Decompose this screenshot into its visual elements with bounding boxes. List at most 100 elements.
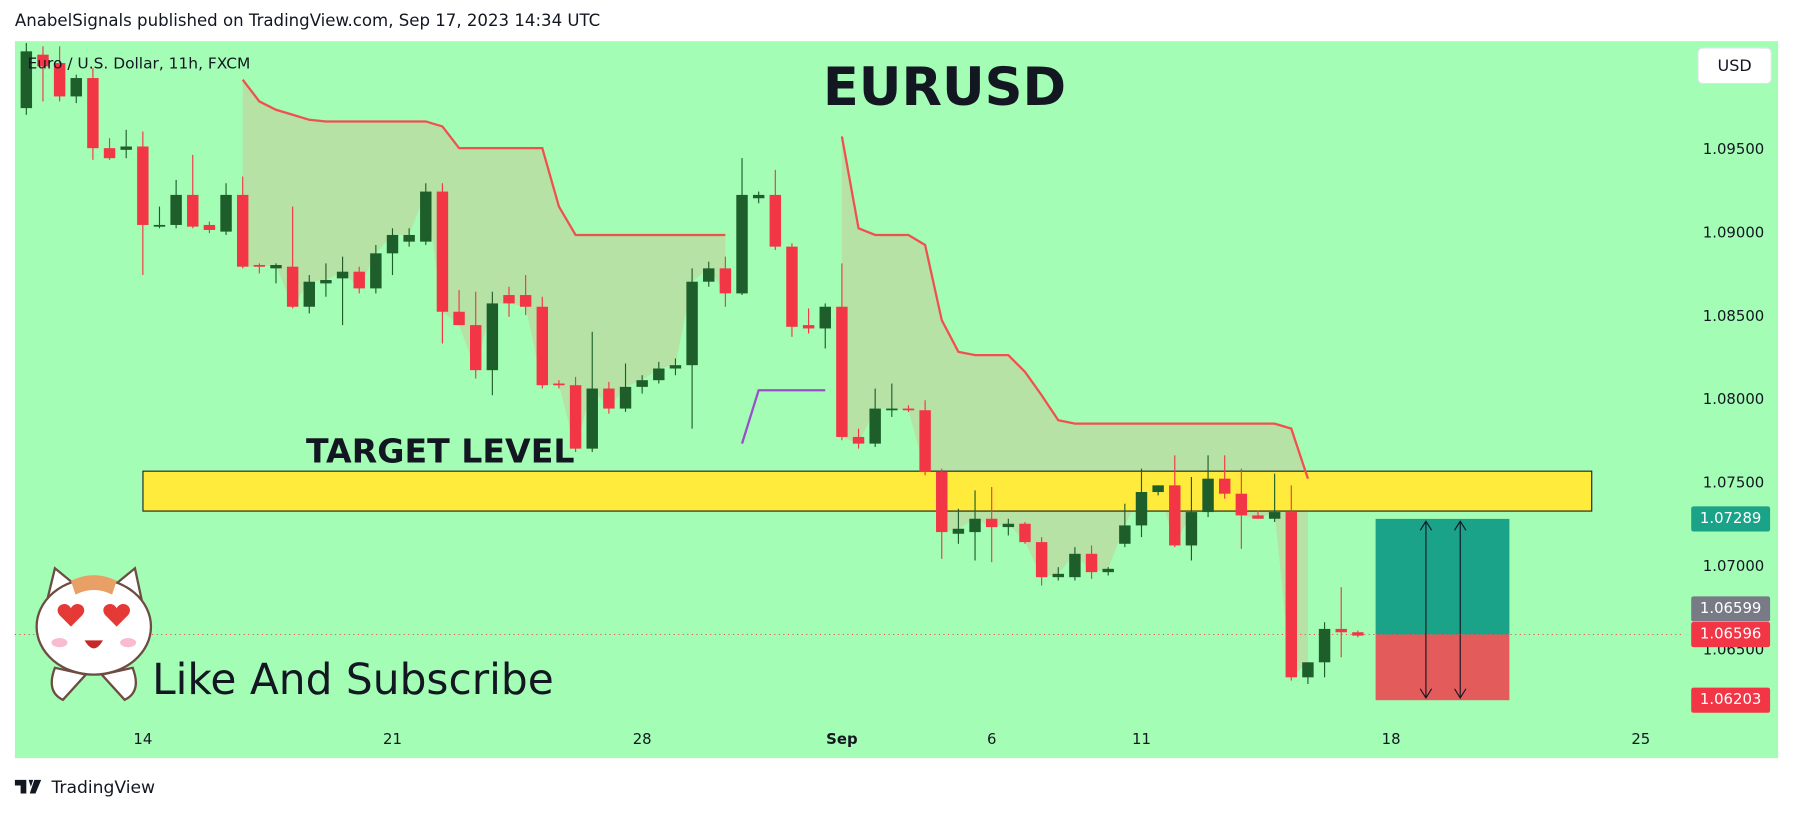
y-tick-label: 1.08500	[1703, 307, 1764, 325]
plot: TARGET LEVEL1.065001.070001.075001.08000…	[14, 43, 1771, 748]
candle-body	[203, 224, 216, 230]
candle-body	[120, 146, 132, 150]
candle-body	[619, 386, 632, 409]
y-tick-label: 1.07000	[1703, 557, 1764, 575]
candle-body	[236, 194, 249, 267]
candle-body	[1152, 485, 1164, 493]
candle-body	[869, 408, 881, 444]
candle-body	[1002, 523, 1015, 528]
candle-body	[53, 63, 66, 97]
loss-zone	[1375, 634, 1510, 701]
candle-body	[686, 281, 698, 366]
candle-body	[1135, 492, 1148, 526]
arrow-head	[1454, 520, 1467, 699]
candle-body	[270, 265, 282, 269]
price-tag	[1691, 506, 1771, 532]
candle-body	[503, 295, 515, 304]
profit-zone	[1375, 518, 1510, 635]
candle-body	[20, 51, 33, 109]
target-zone-label: TARGET LEVEL	[306, 431, 574, 470]
candle-body	[1185, 512, 1198, 546]
candle-body	[786, 246, 798, 327]
candle-body	[1102, 568, 1114, 573]
currency-button[interactable]	[1697, 47, 1772, 85]
candle-body	[187, 194, 199, 227]
x-tick-label: 18	[1382, 730, 1401, 748]
price-tag-label: 1.06599	[1700, 599, 1761, 617]
candle-body	[769, 194, 782, 247]
currency-label[interactable]: USD	[1718, 56, 1752, 75]
candle-body	[919, 410, 931, 473]
y-tick-label: 1.09500	[1703, 140, 1764, 158]
candle-body	[320, 280, 332, 284]
candle-body	[370, 253, 382, 289]
candle-body	[1169, 485, 1181, 546]
candle-body	[1218, 478, 1231, 494]
candle-body	[1035, 542, 1048, 578]
candle-body	[669, 365, 682, 369]
candle-body	[1202, 478, 1214, 513]
candle-body	[486, 303, 499, 371]
y-tick-label: 1.09000	[1703, 223, 1764, 241]
trail-line	[241, 79, 726, 237]
candle-body	[1019, 523, 1031, 543]
arrow-head	[1419, 520, 1433, 699]
candle-body	[719, 268, 732, 294]
header: AnabelSignals published on TradingView.c…	[15, 11, 600, 30]
cat-sticker	[35, 566, 153, 702]
candle-body	[420, 191, 432, 242]
x-tick-label: 6	[987, 730, 996, 748]
candle-body	[1285, 512, 1298, 678]
candle-body	[1268, 512, 1281, 519]
candle-body	[1052, 573, 1064, 578]
candle-body	[703, 268, 715, 282]
candle-body	[1069, 553, 1081, 578]
candle-body	[852, 436, 865, 444]
candle-body	[153, 224, 166, 227]
signal-line	[740, 389, 826, 444]
candle-body	[553, 383, 565, 386]
candle-body	[902, 408, 915, 411]
candle-body	[752, 194, 765, 199]
price-tag-label: 1.06203	[1700, 690, 1761, 708]
candle-body	[536, 306, 549, 386]
candle-body	[1235, 493, 1248, 516]
chart-title: EURUSD	[823, 57, 1066, 118]
candle-body	[453, 311, 465, 326]
candle-body	[985, 518, 998, 528]
candle-body	[936, 472, 948, 533]
candle-body	[736, 194, 748, 294]
price-tag	[1691, 687, 1771, 713]
candle-body	[653, 368, 665, 381]
x-tick-label: 25	[1631, 730, 1650, 748]
x-tick-label: Sep	[826, 730, 857, 748]
candle-body	[836, 306, 848, 437]
candle-body	[336, 271, 349, 279]
candle-body	[802, 325, 815, 329]
trail-line	[840, 136, 1310, 480]
target-zone	[142, 470, 1593, 512]
candle-body	[386, 234, 399, 254]
candle-body	[103, 148, 116, 159]
candle-body	[603, 388, 615, 409]
candle-body	[886, 408, 898, 411]
price-tag-label: 1.06596	[1700, 625, 1761, 643]
candle-body	[1335, 628, 1347, 633]
candle-body	[1252, 515, 1264, 519]
x-tick-label: 28	[633, 730, 652, 748]
footer: TradingView	[50, 778, 155, 798]
y-tick-label: 1.08000	[1703, 390, 1764, 408]
price-tag	[1691, 622, 1771, 648]
candle-body	[952, 528, 965, 534]
candle-body	[436, 191, 449, 312]
candle-body	[1352, 632, 1364, 636]
candle-body	[70, 78, 82, 97]
annotation: Like And Subscribe	[152, 655, 554, 704]
candle-body	[403, 234, 415, 242]
candle-body	[1302, 662, 1314, 678]
candle-body	[586, 388, 598, 449]
y-tick-label: 1.07500	[1703, 474, 1764, 492]
candle-body	[819, 306, 831, 329]
x-tick-label: 11	[1132, 730, 1151, 748]
footer-logo	[14, 779, 42, 794]
